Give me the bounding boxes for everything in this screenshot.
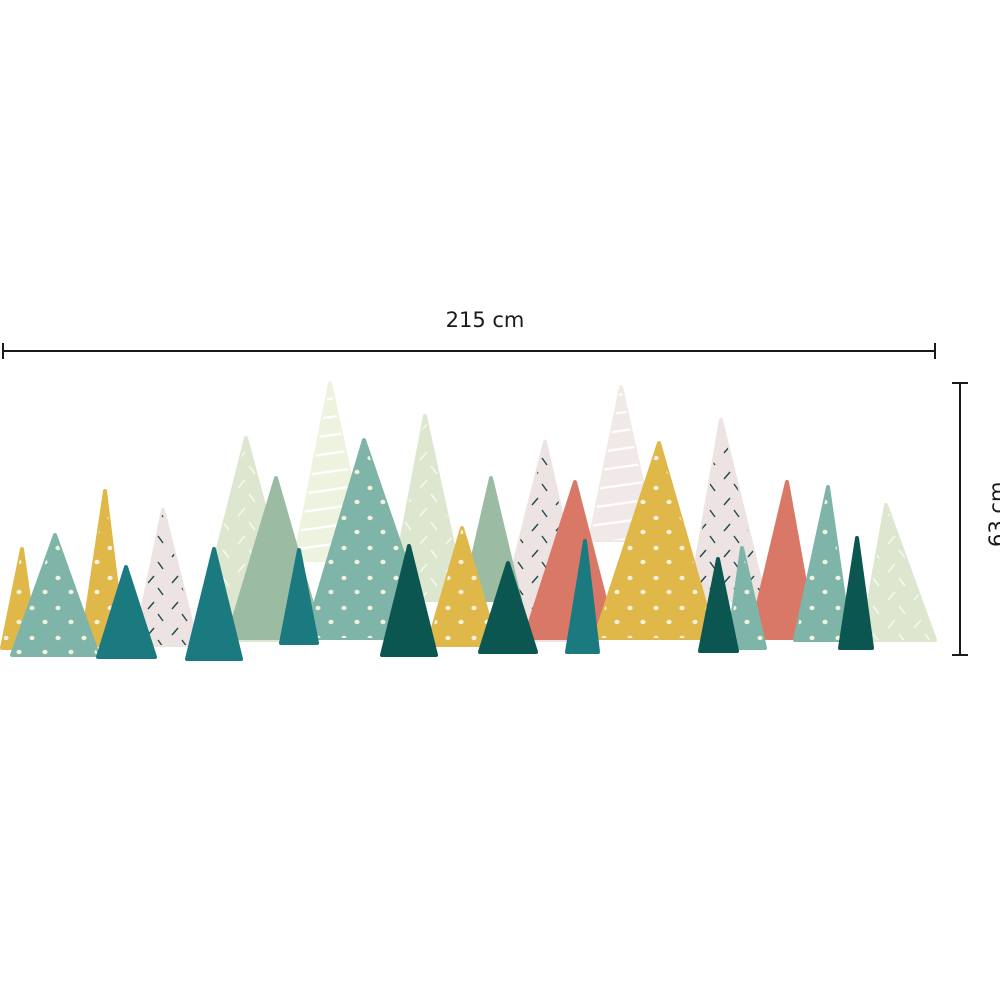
mountain-triangle [478,561,538,654]
mountain-pattern [862,505,935,640]
dimension-lines [2,343,968,656]
mountain-pattern [595,443,715,638]
mountain-triangle [698,557,739,653]
mountain-pattern [690,420,765,600]
tree-group [0,381,937,661]
mountain-triangle [279,548,319,645]
mountain-pattern [728,548,765,648]
mountain-pattern [428,528,497,645]
mountain-pattern [795,487,850,640]
mountain-triangle [380,544,438,657]
mountain-triangle [185,547,243,661]
mountain-pattern [12,535,98,655]
mountain-triangle [838,536,874,650]
mountain-triangle [565,539,600,654]
height-label: 63 cm [985,481,1000,547]
mountain-triangle [96,565,157,659]
mountain-pattern [135,510,197,645]
mountain-triangle [748,480,817,640]
width-label: 215 cm [445,308,525,332]
